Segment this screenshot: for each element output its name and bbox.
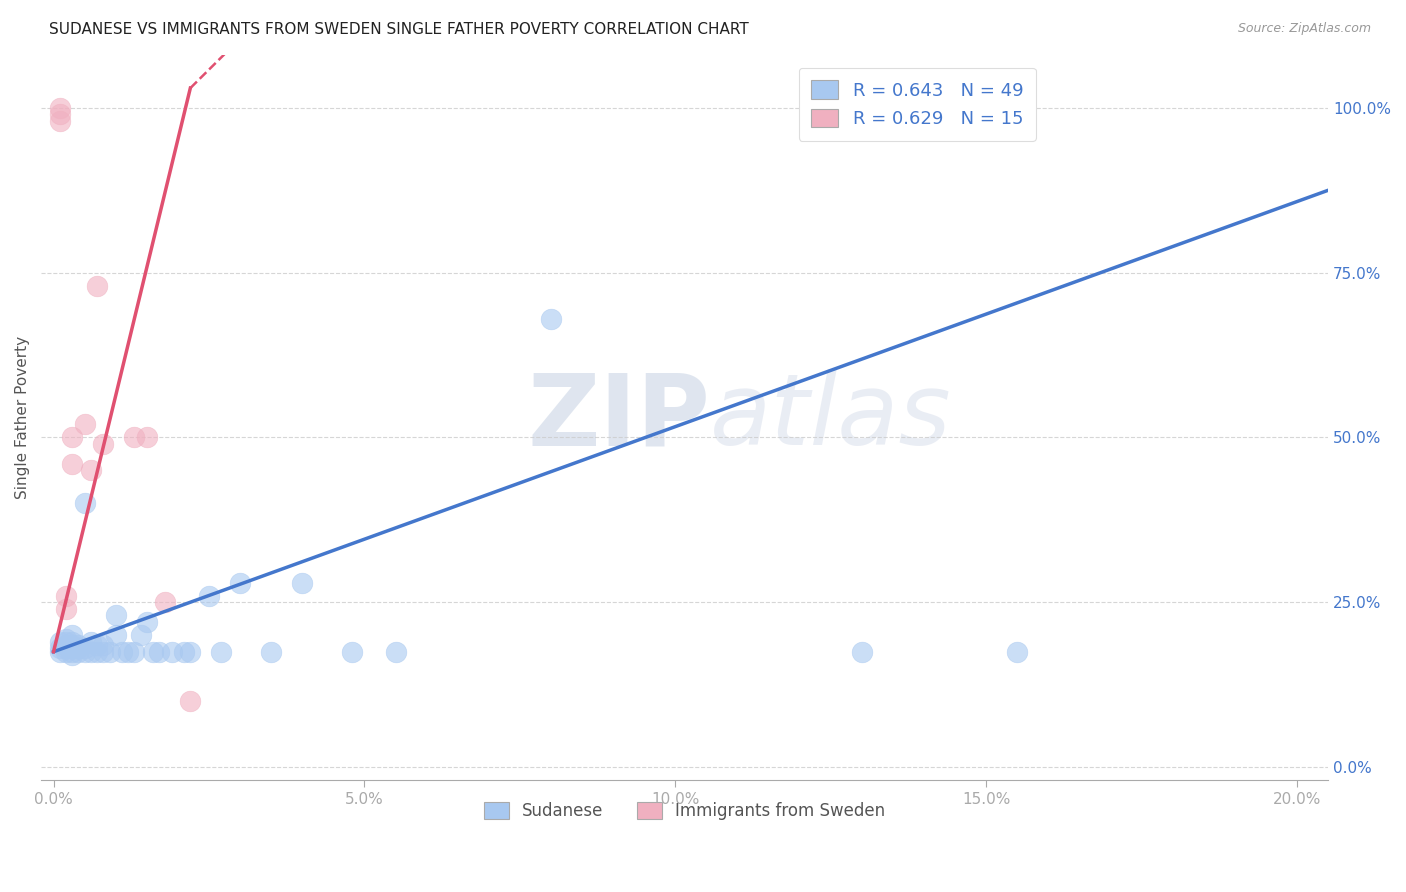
Point [86, 278, 108, 293]
Point [540, 311, 562, 326]
Point [67, 638, 90, 652]
Point [73, 496, 96, 510]
Point [124, 430, 146, 444]
Point [104, 628, 127, 642]
Point [67, 645, 90, 659]
Point [98, 645, 121, 659]
Point [73, 645, 96, 659]
Point [49, 107, 72, 121]
Point [198, 589, 221, 603]
Y-axis label: Single Father Poverty: Single Father Poverty [15, 336, 30, 500]
Point [60, 645, 83, 659]
Point [60, 635, 83, 649]
Point [55, 635, 77, 649]
Point [135, 615, 157, 629]
Point [384, 645, 406, 659]
Point [229, 575, 252, 590]
Point [124, 645, 146, 659]
Point [851, 645, 873, 659]
Point [86, 638, 108, 652]
Point [179, 645, 201, 659]
Point [1007, 645, 1029, 659]
Point [86, 645, 108, 659]
Point [55, 645, 77, 659]
Point [111, 645, 134, 659]
Point [73, 641, 96, 656]
Point [49, 114, 72, 128]
Point [117, 645, 139, 659]
Point [104, 608, 127, 623]
Point [55, 602, 77, 616]
Point [49, 635, 72, 649]
Point [60, 628, 83, 642]
Point [129, 628, 152, 642]
Point [91, 638, 114, 652]
Point [173, 645, 195, 659]
Point [49, 101, 72, 115]
Point [179, 694, 201, 708]
Point [60, 457, 83, 471]
Point [60, 430, 83, 444]
Point [60, 641, 83, 656]
Point [55, 589, 77, 603]
Point [55, 641, 77, 656]
Point [291, 575, 314, 590]
Point [49, 641, 72, 656]
Text: atlas: atlas [710, 369, 952, 467]
Point [91, 645, 114, 659]
Point [55, 632, 77, 646]
Point [260, 645, 283, 659]
Point [80, 635, 103, 649]
Point [60, 648, 83, 662]
Point [148, 645, 170, 659]
Point [91, 437, 114, 451]
Legend: Sudanese, Immigrants from Sweden: Sudanese, Immigrants from Sweden [477, 795, 891, 826]
Point [60, 638, 83, 652]
Point [80, 463, 103, 477]
Text: Source: ZipAtlas.com: Source: ZipAtlas.com [1237, 22, 1371, 36]
Point [73, 417, 96, 432]
Text: ZIP: ZIP [527, 369, 710, 467]
Point [55, 638, 77, 652]
Point [340, 645, 363, 659]
Text: SUDANESE VS IMMIGRANTS FROM SWEDEN SINGLE FATHER POVERTY CORRELATION CHART: SUDANESE VS IMMIGRANTS FROM SWEDEN SINGL… [49, 22, 749, 37]
Point [160, 645, 183, 659]
Point [49, 645, 72, 659]
Point [155, 595, 177, 609]
Point [135, 430, 157, 444]
Point [80, 645, 103, 659]
Point [142, 645, 165, 659]
Point [209, 645, 232, 659]
Point [67, 641, 90, 656]
